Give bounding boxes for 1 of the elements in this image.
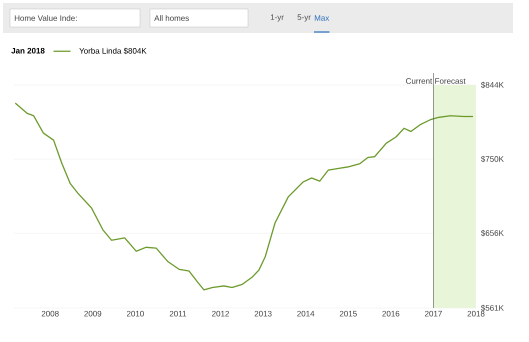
line-series [14,102,474,291]
